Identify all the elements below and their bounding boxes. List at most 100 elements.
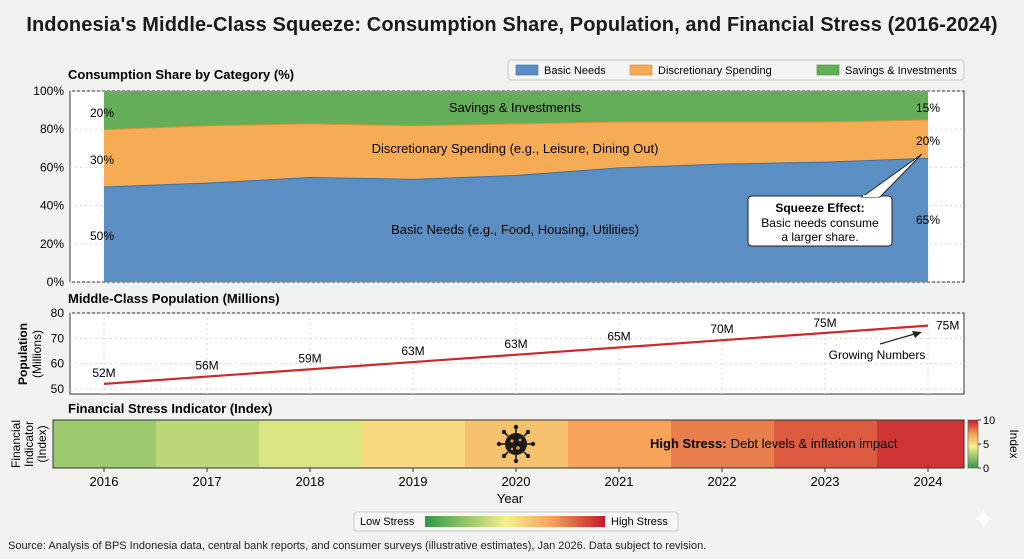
population-point-label: 63M	[401, 344, 424, 358]
population-ytick-label: 80	[51, 306, 65, 320]
stress-ylabel-line3: (Index)	[35, 425, 49, 462]
area-series	[103, 91, 929, 282]
stress-heatmap-cells	[53, 420, 964, 468]
population-plot-frame	[69, 312, 965, 395]
x-tick-label: 2023	[811, 474, 840, 489]
population-trend-line	[103, 324, 929, 385]
population-point-label: 52M	[92, 366, 115, 380]
population-point-label: 75M	[936, 319, 959, 333]
discretionary-area-label: Discretionary Spending (e.g., Leisure, D…	[372, 141, 659, 156]
basic-end-label: 65%	[916, 213, 940, 227]
population-ylabel-line1: Population	[16, 323, 30, 385]
population-grid	[70, 312, 964, 394]
basic-needs-area	[104, 157, 928, 282]
discretionary-area	[104, 119, 928, 187]
x-tick-label: 2022	[708, 474, 737, 489]
colorbar-label: Index	[1007, 429, 1021, 458]
population-panel: Middle-Class Population (Millions) 50 60 7…	[16, 291, 965, 396]
x-tick-label: 2016	[90, 474, 119, 489]
stress-cell-2021	[568, 420, 671, 468]
x-tick-label: 2018	[296, 474, 325, 489]
savings-start-label: 20%	[90, 106, 114, 120]
population-point-labels: 52M 56M 59M 63M 63M 65M 70M 75M 75M	[92, 316, 959, 380]
population-ytick-label: 70	[51, 331, 65, 345]
area-ytick-label: 100%	[33, 84, 64, 98]
stress-legend: Low Stress High Stress	[353, 511, 679, 532]
stress-cell-2019	[362, 420, 465, 468]
x-tick-label: 2017	[193, 474, 222, 489]
stress-cell-2022	[671, 420, 774, 468]
consumption-share-panel: Consumption Share by Category (%) 0% 20% 4…	[33, 59, 965, 289]
high-stress-detail: Debt levels & inflation impact	[731, 436, 898, 451]
area-chart-title: Consumption Share by Category (%)	[68, 67, 294, 82]
colorbar-tick-5: 5	[983, 439, 989, 451]
stress-x-ticks: 2016 2017 2018 2019 2020 2021 2022 2023 2024	[90, 468, 943, 489]
savings-area	[104, 91, 928, 130]
population-point-label: 75M	[813, 316, 836, 330]
x-axis-label: Year	[497, 491, 524, 506]
colorbar-tick-0: 0	[983, 463, 989, 475]
basic-area-label: Basic Needs (e.g., Food, Housing, Utilit…	[391, 222, 639, 237]
area-ytick-label: 0%	[47, 275, 65, 289]
area-ytick-label: 40%	[40, 199, 64, 213]
population-y-ticks: 50 60 70 80	[51, 306, 65, 396]
stress-cell-2024	[877, 420, 964, 468]
stress-legend-low: Low Stress	[360, 516, 415, 528]
squeeze-line1: Basic needs consume	[761, 216, 879, 230]
growing-numbers-text: Growing Numbers	[829, 348, 926, 362]
source-note: Source: Analysis of BPS Indonesia data, …	[8, 540, 707, 552]
savings-area-label: Savings & Investments	[449, 100, 582, 115]
x-tick-label: 2024	[914, 474, 943, 489]
x-tick-label: 2019	[399, 474, 428, 489]
virus-icon	[496, 424, 536, 464]
squeeze-line2: a larger share.	[781, 230, 858, 244]
population-point-label: 63M	[504, 337, 527, 351]
population-ylabel-line2: (Millions)	[30, 330, 44, 378]
area-y-ticks: 0% 20% 40% 60% 80% 100%	[33, 84, 64, 289]
legend-swatch-savings	[816, 64, 840, 76]
high-stress-annotation: High Stress: Debt levels & inflation impa…	[650, 436, 898, 451]
squeeze-annotation: Squeeze Effect: Basic needs consume a la…	[747, 153, 923, 247]
colorbar-tick-10: 10	[983, 415, 995, 427]
stress-legend-high: High Stress	[611, 516, 668, 528]
x-tick-label: 2020	[502, 474, 531, 489]
area-legend: Basic Needs Discretionary Spending Savin…	[507, 59, 965, 81]
stress-colorbar: 10 5 0 Index	[967, 415, 1021, 475]
stress-ylabel-line1: Financial	[9, 420, 23, 468]
area-ytick-label: 20%	[40, 237, 64, 251]
population-point-label: 70M	[710, 322, 733, 336]
stress-plot-frame	[52, 419, 965, 469]
squeeze-title: Squeeze Effect:	[775, 201, 864, 215]
area-ytick-label: 60%	[40, 160, 64, 174]
stress-cell-2016	[53, 420, 156, 468]
x-tick-label: 2021	[605, 474, 634, 489]
discretionary-end-label: 20%	[916, 134, 940, 148]
high-stress-bold: High Stress:	[650, 436, 727, 451]
discretionary-start-label: 30%	[90, 153, 114, 167]
population-line	[103, 324, 929, 385]
stress-cell-2018	[259, 420, 362, 468]
population-point-label: 59M	[298, 351, 321, 365]
stress-cell-2017	[156, 420, 259, 468]
growing-numbers-annotation: Growing Numbers	[829, 331, 926, 362]
legend-label-savings: Savings & Investments	[845, 65, 957, 77]
stress-chart-title: Financial Stress Indicator (Index)	[68, 401, 272, 416]
legend-label-basic: Basic Needs	[544, 65, 606, 77]
stress-legend-gradient	[425, 516, 605, 527]
basic-start-label: 50%	[90, 229, 114, 243]
legend-label-discretionary: Discretionary Spending	[658, 65, 772, 77]
population-point-label: 56M	[195, 359, 218, 373]
legend-swatch-discretionary	[629, 64, 653, 76]
population-ytick-label: 50	[51, 382, 65, 396]
stress-cell-2023	[774, 420, 877, 468]
savings-end-label: 15%	[916, 101, 940, 115]
legend-swatch-basic	[515, 64, 539, 76]
sparkle-icon: ✦	[972, 504, 996, 535]
population-ytick-label: 60	[51, 357, 65, 371]
stress-panel: Financial Stress Indicator (Index) 2016 2…	[9, 401, 1021, 532]
area-ytick-label: 80%	[40, 122, 64, 136]
stress-ylabel-line2: Indicator	[22, 421, 36, 467]
main-title: Indonesia's Middle-Class Squeeze: Consum…	[26, 14, 998, 36]
population-chart-title: Middle-Class Population (Millions)	[68, 291, 280, 306]
population-point-label: 65M	[607, 329, 630, 343]
